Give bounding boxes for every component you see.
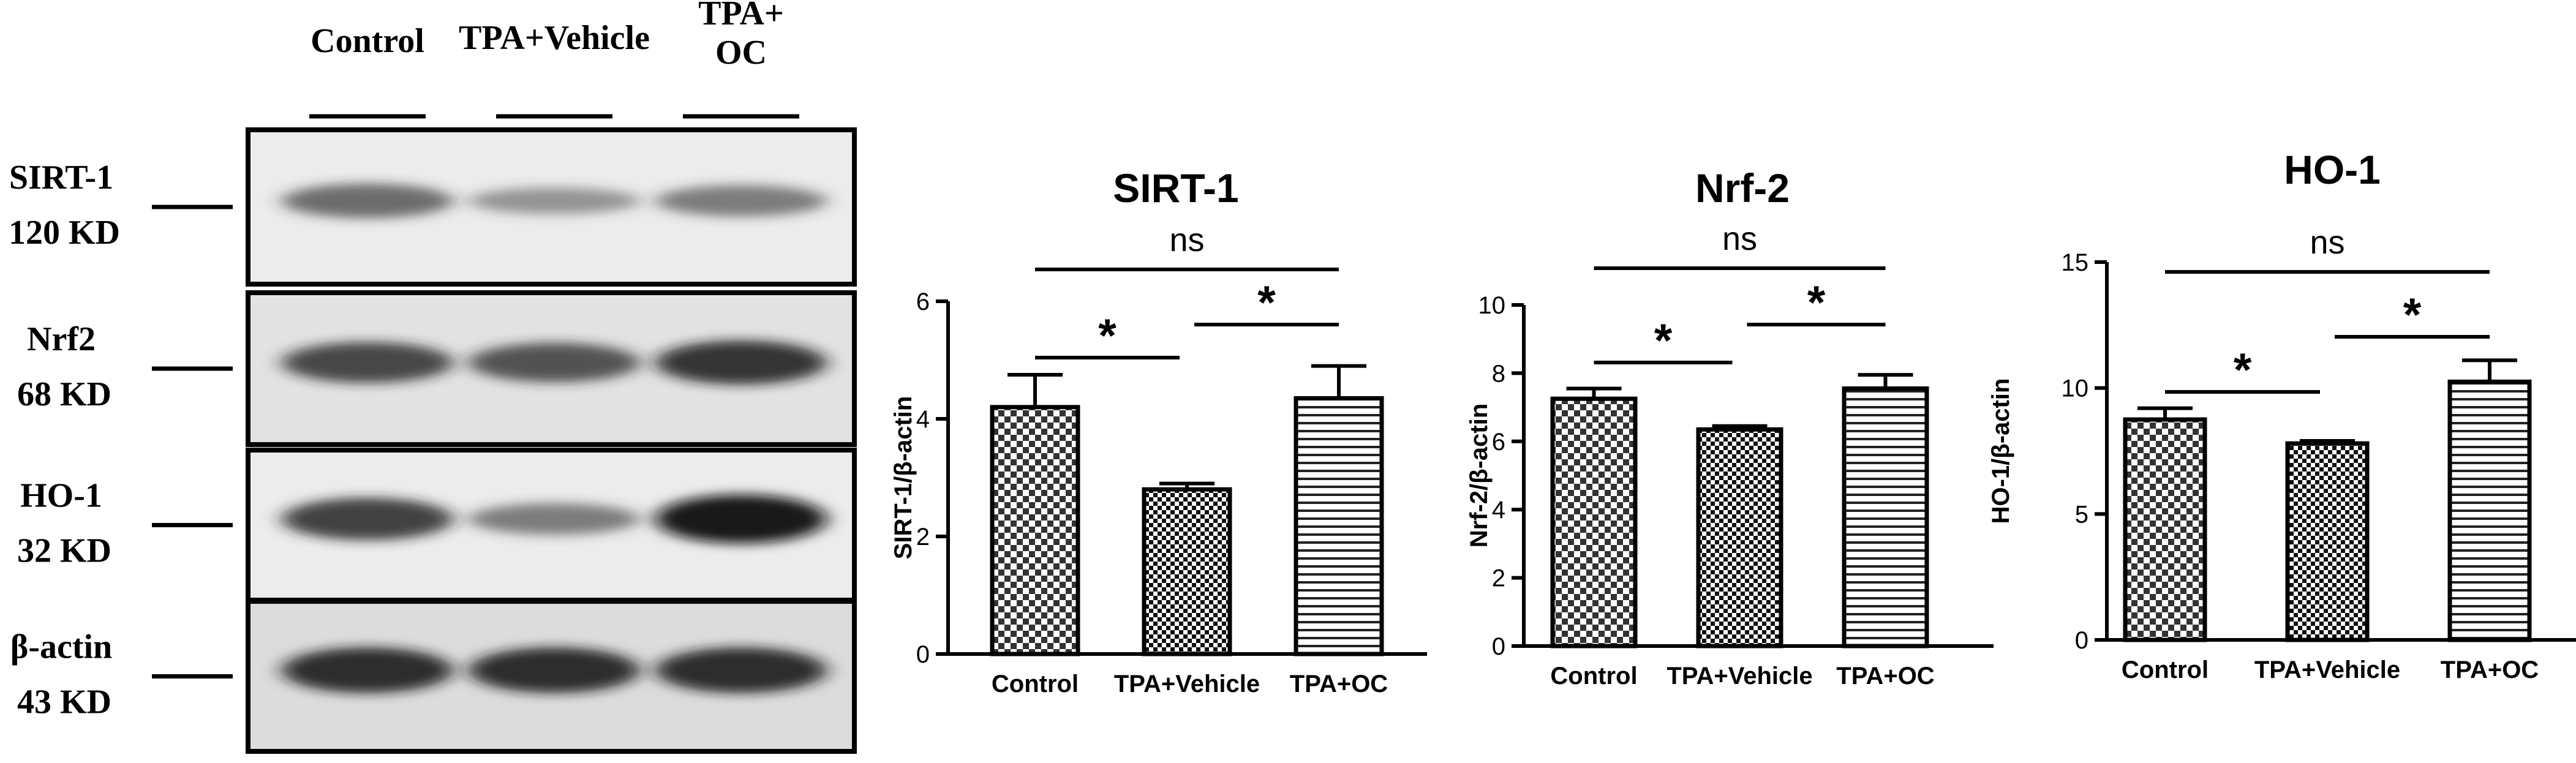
lane-label: Control xyxy=(311,22,424,60)
y-tick-label: 5 xyxy=(2075,501,2088,528)
significance-label: ns xyxy=(1722,220,1757,257)
bar xyxy=(1550,396,1638,648)
y-tick-label: 8 xyxy=(1492,360,1505,387)
band xyxy=(282,183,453,219)
band xyxy=(655,185,827,217)
chart-title: HO-1 xyxy=(2284,147,2381,192)
x-tick-label: Control xyxy=(992,671,1079,697)
band xyxy=(282,497,453,541)
bar xyxy=(2285,441,2370,642)
x-tick-label: TPA+Vehicle xyxy=(1114,671,1260,697)
band xyxy=(469,503,640,535)
y-tick-label: 6 xyxy=(916,288,930,315)
x-tick-label: TPA+Vehicle xyxy=(2254,656,2400,683)
bar xyxy=(990,405,1080,656)
y-tick-label: 6 xyxy=(1492,429,1505,456)
chart-title: Nrf-2 xyxy=(1695,165,1790,211)
protein-label: SIRT-1 xyxy=(9,159,113,197)
y-tick-label: 10 xyxy=(1478,292,1506,319)
significance-label: * xyxy=(1098,310,1117,362)
bar xyxy=(1142,487,1232,656)
y-tick-label: 0 xyxy=(1492,633,1505,660)
band xyxy=(655,494,827,544)
x-tick-label: TPA+OC xyxy=(1836,663,1934,690)
molecular-weight-label: 120 KD xyxy=(9,214,120,252)
bar xyxy=(1842,386,1929,648)
y-tick-label: 2 xyxy=(1492,565,1505,592)
y-axis-label: HO-1/β-actin xyxy=(1987,378,2014,524)
protein-label: HO-1 xyxy=(20,477,102,515)
bar-chart: SIRT-1 0 2 4 6 SIRT-1/β-actin Control TPA+Vehic… xyxy=(890,165,1427,697)
y-tick-label: 0 xyxy=(916,641,930,668)
bar-chart: Nrf-2 0 2 4 6 8 10 Nrf-2/β-actin Control TPA+Vehi… xyxy=(1466,165,1994,690)
x-tick-label: TPA+Vehicle xyxy=(1666,663,1812,690)
molecular-weight-label: 68 KD xyxy=(17,375,111,413)
significance-label: ns xyxy=(1169,222,1204,258)
lane-label: TPA+Vehicle xyxy=(459,19,650,57)
y-axis-label: SIRT-1/β-actin xyxy=(890,396,917,560)
bar-charts: SIRT-1 0 2 4 6 SIRT-1/β-actin Control TPA+Vehic… xyxy=(890,147,2576,697)
x-tick-label: TPA+OC xyxy=(2441,656,2539,683)
significance-label: * xyxy=(1807,277,1826,329)
y-tick-label: 10 xyxy=(2062,375,2089,402)
band xyxy=(282,342,453,383)
band xyxy=(469,647,640,693)
bar xyxy=(2123,417,2207,642)
molecular-weight-label: 32 KD xyxy=(17,532,111,570)
bar xyxy=(2447,379,2532,642)
significance-label: * xyxy=(1654,315,1673,367)
band xyxy=(469,187,640,214)
protein-label: Nrf2 xyxy=(27,320,96,358)
y-tick-label: 15 xyxy=(2062,249,2089,276)
x-tick-label: Control xyxy=(1550,663,1637,690)
lane-label: TPA+ OC xyxy=(698,0,784,72)
significance-label: * xyxy=(2234,344,2252,396)
bar xyxy=(1294,396,1384,656)
protein-label: β-actin xyxy=(10,628,112,666)
y-axis-label: Nrf-2/β-actin xyxy=(1466,404,1493,548)
chart-title: SIRT-1 xyxy=(1113,165,1238,211)
x-tick-label: TPA+OC xyxy=(1290,671,1388,697)
x-tick-label: Control xyxy=(2122,656,2209,683)
significance-label: ns xyxy=(2310,224,2344,261)
western-blot: Control TPA+Vehicle TPA+ OC SIRT-1 120 KD Nrf2… xyxy=(9,0,857,754)
y-tick-label: 0 xyxy=(2075,627,2088,654)
y-tick-label: 2 xyxy=(916,524,930,551)
band xyxy=(282,647,453,693)
bar-chart: HO-1 0 5 10 15 HO-1/β-actin Control TPA+Vehicle… xyxy=(1987,147,2576,683)
y-tick-label: 4 xyxy=(1492,497,1505,524)
molecular-weight-label: 43 KD xyxy=(17,683,111,721)
bar xyxy=(1696,427,1783,648)
significance-label: * xyxy=(2403,289,2422,341)
band xyxy=(655,647,827,693)
y-tick-label: 4 xyxy=(916,406,930,433)
significance-label: * xyxy=(1257,277,1276,329)
band xyxy=(469,342,640,383)
band xyxy=(655,340,827,385)
